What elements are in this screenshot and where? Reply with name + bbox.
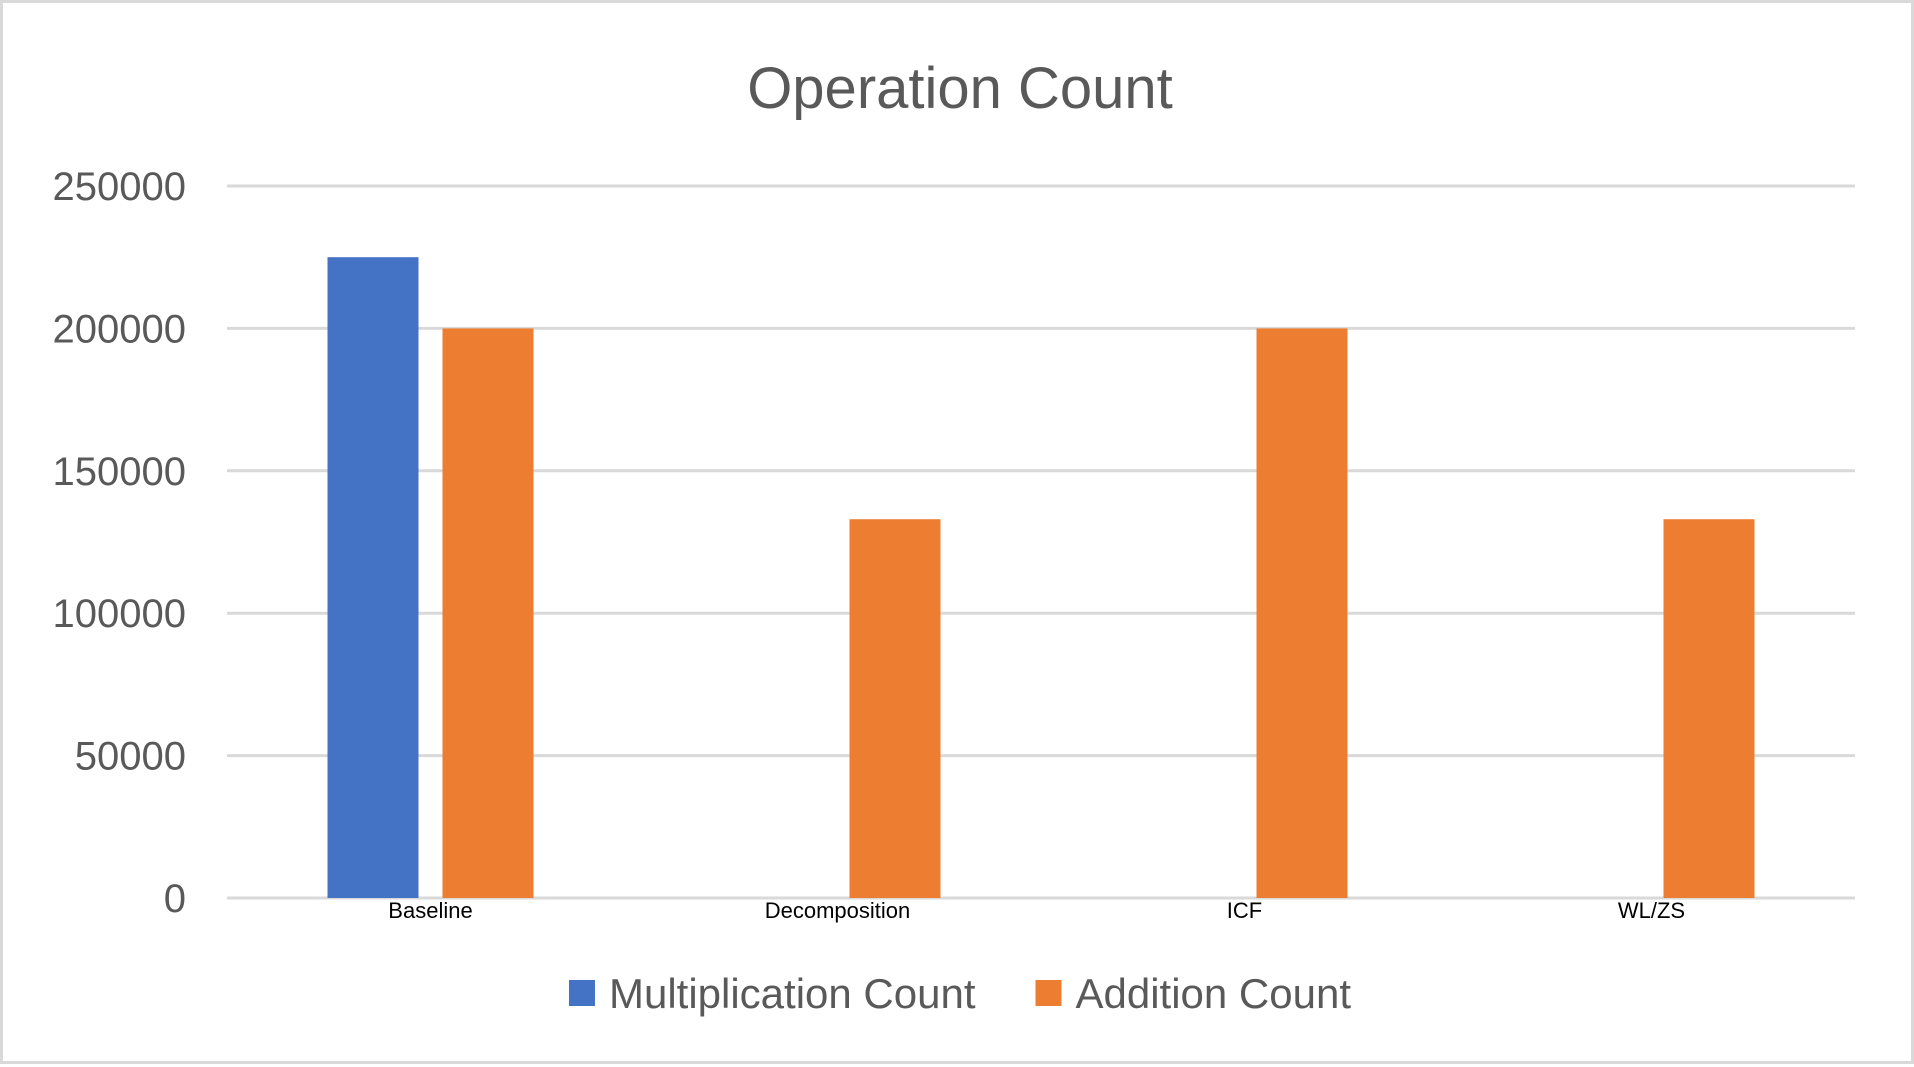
x-tick-label: ICF <box>1227 898 1262 923</box>
x-tick-label: WL/ZS <box>1618 898 1685 923</box>
y-tick-label: 0 <box>164 877 186 921</box>
y-tick-label: 100000 <box>53 592 186 636</box>
y-tick-label: 50000 <box>75 735 186 779</box>
y-tick-label: 250000 <box>53 165 186 209</box>
x-axis-ticks: Baseline Decomposition ICF WL/ZS <box>388 898 1685 923</box>
legend-swatch-multiplication-count <box>568 980 595 1006</box>
y-axis-ticks: 0 50000 100000 150000 200000 250000 <box>53 165 186 921</box>
bar-chart: Operation Count 0 50000 100000 150000 200000… <box>53 56 1855 1017</box>
bar-addition-count-decomposition <box>849 519 941 898</box>
x-tick-label: Decomposition <box>765 898 911 923</box>
chart-title: Operation Count <box>747 56 1173 121</box>
legend-label-multiplication-count: Multiplication Count <box>609 970 976 1017</box>
bar-addition-count-icf <box>1256 328 1348 898</box>
y-tick-label: 200000 <box>53 307 186 351</box>
bars <box>327 257 1755 898</box>
x-tick-label: Baseline <box>388 898 472 923</box>
legend-swatch-addition-count <box>1035 980 1062 1006</box>
y-tick-label: 150000 <box>53 450 186 494</box>
bar-addition-count-wl-zs <box>1663 519 1755 898</box>
bar-multiplication-count-baseline <box>327 257 419 898</box>
legend-label-addition-count: Addition Count <box>1075 970 1351 1017</box>
legend: Multiplication Count Addition Count <box>568 970 1351 1017</box>
bar-addition-count-baseline <box>442 328 534 898</box>
